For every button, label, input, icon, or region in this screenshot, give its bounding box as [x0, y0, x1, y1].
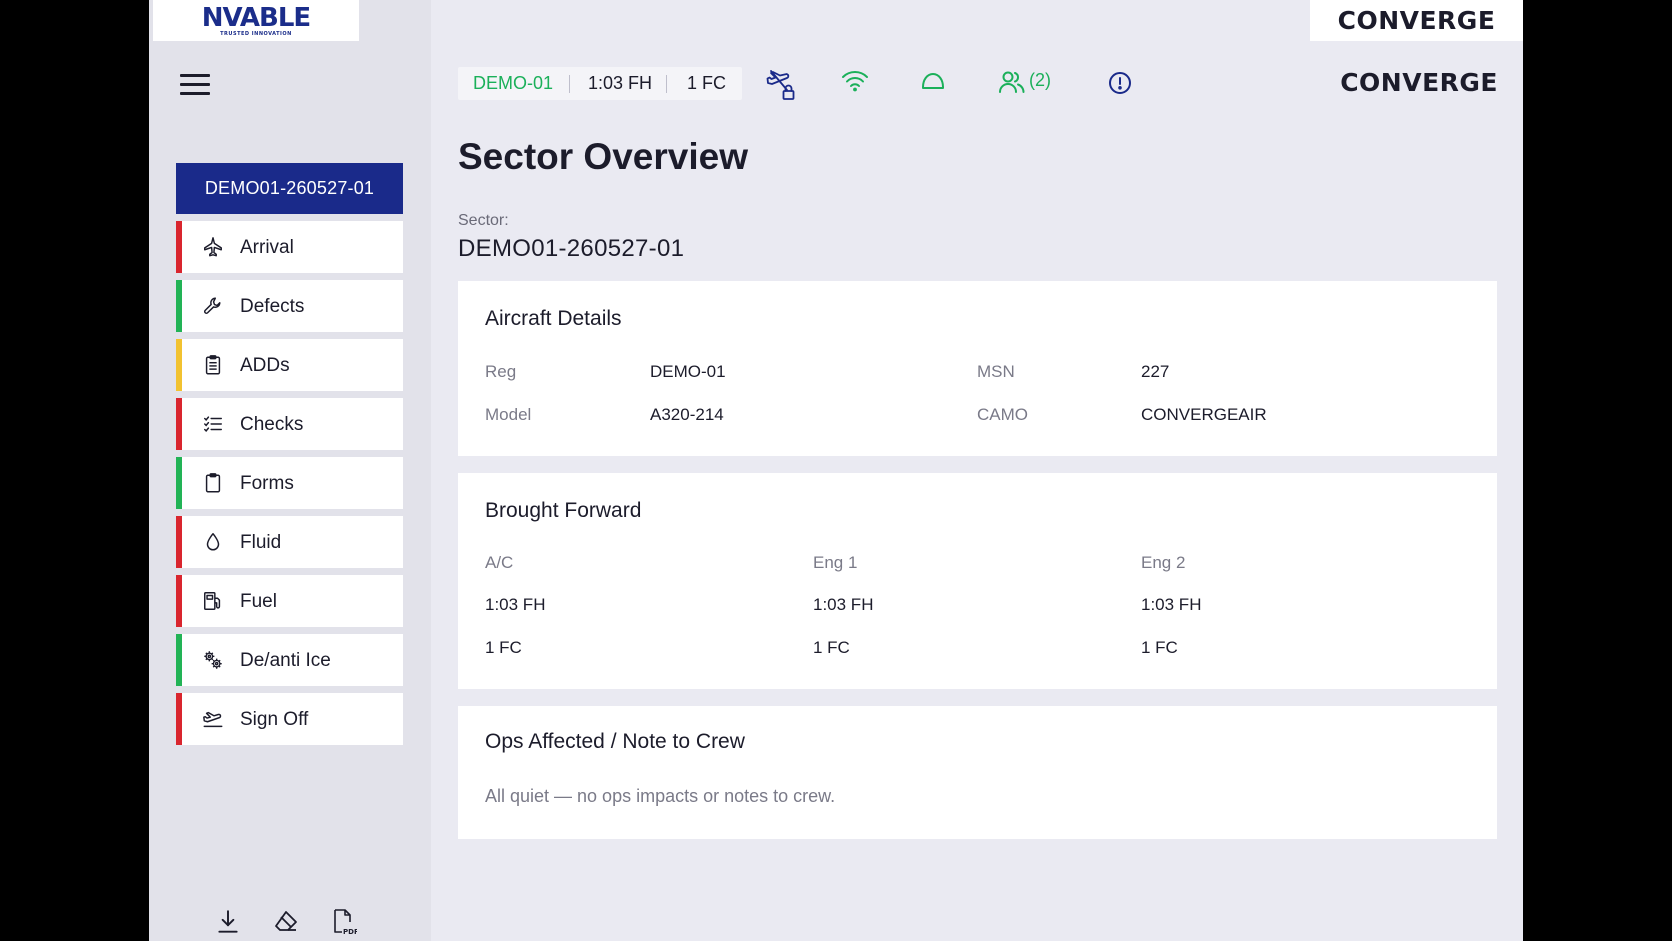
- sidebar-item-label: De/anti Ice: [240, 650, 331, 671]
- model-value: A320-214: [650, 405, 724, 424]
- pdf-icon[interactable]: PDF: [331, 908, 357, 936]
- model-label: Model: [485, 405, 532, 424]
- status-bar-green: [176, 280, 182, 332]
- sidebar-item-label: Forms: [240, 473, 294, 494]
- msn-value: 227: [1141, 362, 1170, 381]
- status-reg: DEMO-01: [473, 73, 554, 93]
- ac-flight-hours: 1:03 FH: [485, 595, 546, 614]
- eng2-header: Eng 2: [1141, 553, 1186, 572]
- sidebar-item-checks[interactable]: Checks: [176, 398, 403, 450]
- converge-logo-text: CONVERGE: [1340, 68, 1498, 97]
- sidebar-item-label: ADDs: [240, 355, 290, 376]
- checklist-icon: [204, 416, 222, 432]
- status-bar-yellow: [176, 339, 182, 391]
- eng2-flight-cycles: 1 FC: [1141, 638, 1178, 657]
- status-bar-red: [176, 575, 182, 627]
- sidebar-item-label: Checks: [240, 414, 304, 435]
- plane-lock-icon[interactable]: [765, 69, 797, 101]
- gears-icon: [204, 651, 222, 669]
- crew-count[interactable]: (2): [1029, 70, 1051, 90]
- sector-button[interactable]: DEMO01-260527-01: [176, 163, 403, 214]
- sidebar-item-fuel[interactable]: Fuel: [176, 575, 403, 627]
- wifi-icon[interactable]: [841, 70, 869, 92]
- nvable-logo-tagline: TRUSTED INNOVATION: [220, 30, 292, 37]
- sidebar-item-label: Fuel: [240, 591, 277, 612]
- takeoff-icon: [203, 711, 223, 728]
- brought-forward-card: Brought Forward A/C 1:03 FH 1 FC Eng 1 1…: [458, 473, 1497, 689]
- divider: [569, 74, 571, 93]
- camo-label: CAMO: [977, 405, 1028, 424]
- page-title: Sector Overview: [458, 136, 748, 177]
- converge-logo-text: CONVERGE: [1337, 6, 1496, 35]
- bottom-toolbar: PDF: [215, 908, 375, 936]
- status-bar-red: [176, 221, 182, 273]
- ops-note: All quiet — no ops impacts or notes to c…: [485, 786, 836, 806]
- svg-text:PDF: PDF: [343, 928, 357, 936]
- status-bar-red: [176, 398, 182, 450]
- card-title: Aircraft Details: [485, 307, 622, 330]
- sidebar-nav: Arrival Defects ADDs: [176, 221, 403, 752]
- sidebar-item-adds[interactable]: ADDs: [176, 339, 403, 391]
- sidebar-item-fluid[interactable]: Fluid: [176, 516, 403, 568]
- nvable-logo: NVABLE TRUSTED INNOVATION: [153, 0, 359, 41]
- aircraft-details-card: Aircraft Details Reg DEMO-01 MSN 227 Mod…: [458, 281, 1497, 456]
- converge-header-logo: CONVERGE: [1340, 68, 1498, 98]
- eng1-flight-cycles: 1 FC: [813, 638, 850, 657]
- status-flight-cycles: 1 FC: [687, 73, 727, 93]
- sidebar-item-de-anti-ice[interactable]: De/anti Ice: [176, 634, 403, 686]
- sidebar-item-arrival[interactable]: Arrival: [176, 221, 403, 273]
- sidebar-item-label: Defects: [240, 296, 305, 317]
- cloud-icon[interactable]: [919, 70, 947, 92]
- status-bar-green: [176, 634, 182, 686]
- droplet-icon: [206, 533, 220, 551]
- sidebar-item-label: Sign Off: [240, 709, 309, 730]
- eraser-icon[interactable]: [273, 908, 299, 936]
- converge-logo-top: CONVERGE: [1310, 0, 1523, 41]
- main-content: CONVERGE DEMO-01 1:03 FH 1 FC: [431, 0, 1523, 941]
- sidebar-item-label: Arrival: [240, 237, 294, 258]
- sector-label: Sector:: [458, 212, 509, 229]
- msn-label: MSN: [977, 362, 1015, 381]
- status-bar-red: [176, 516, 182, 568]
- nvable-logo-text: NVABLE: [201, 2, 311, 33]
- crew-icon[interactable]: [998, 70, 1026, 94]
- reg-value: DEMO-01: [650, 362, 726, 381]
- divider: [666, 74, 668, 93]
- sidebar: NVABLE TRUSTED INNOVATION DEMO01-260527-…: [149, 0, 431, 941]
- reg-label: Reg: [485, 362, 517, 381]
- menu-icon[interactable]: [180, 72, 210, 96]
- fuel-pump-icon: [204, 592, 221, 610]
- ac-flight-cycles: 1 FC: [485, 638, 522, 657]
- sidebar-item-label: Fluid: [240, 532, 282, 553]
- alert-info-icon[interactable]: [1108, 71, 1132, 95]
- sector-value: DEMO01-260527-01: [458, 235, 685, 262]
- card-title: Ops Affected / Note to Crew: [485, 730, 745, 753]
- sidebar-item-sign-off[interactable]: Sign Off: [176, 693, 403, 745]
- plane-icon: [204, 237, 222, 257]
- aircraft-status-pill: DEMO-01 1:03 FH 1 FC: [458, 67, 742, 100]
- clipboard-icon: [205, 473, 221, 493]
- sidebar-item-defects[interactable]: Defects: [176, 280, 403, 332]
- ops-affected-card: Ops Affected / Note to Crew All quiet — …: [458, 706, 1497, 839]
- camo-value: CONVERGEAIR: [1141, 405, 1267, 424]
- app-window: NVABLE TRUSTED INNOVATION DEMO01-260527-…: [149, 0, 1523, 941]
- status-bar-green: [176, 457, 182, 509]
- download-icon[interactable]: [215, 908, 241, 936]
- eng1-flight-hours: 1:03 FH: [813, 595, 874, 614]
- status-flight-hours: 1:03 FH: [588, 73, 653, 93]
- status-bar-red: [176, 693, 182, 745]
- clipboard-list-icon: [205, 355, 221, 375]
- eng2-flight-hours: 1:03 FH: [1141, 595, 1202, 614]
- eng1-header: Eng 1: [813, 553, 858, 572]
- wrench-icon: [204, 297, 221, 314]
- ac-header: A/C: [485, 553, 514, 572]
- card-title: Brought Forward: [485, 499, 642, 522]
- sidebar-item-forms[interactable]: Forms: [176, 457, 403, 509]
